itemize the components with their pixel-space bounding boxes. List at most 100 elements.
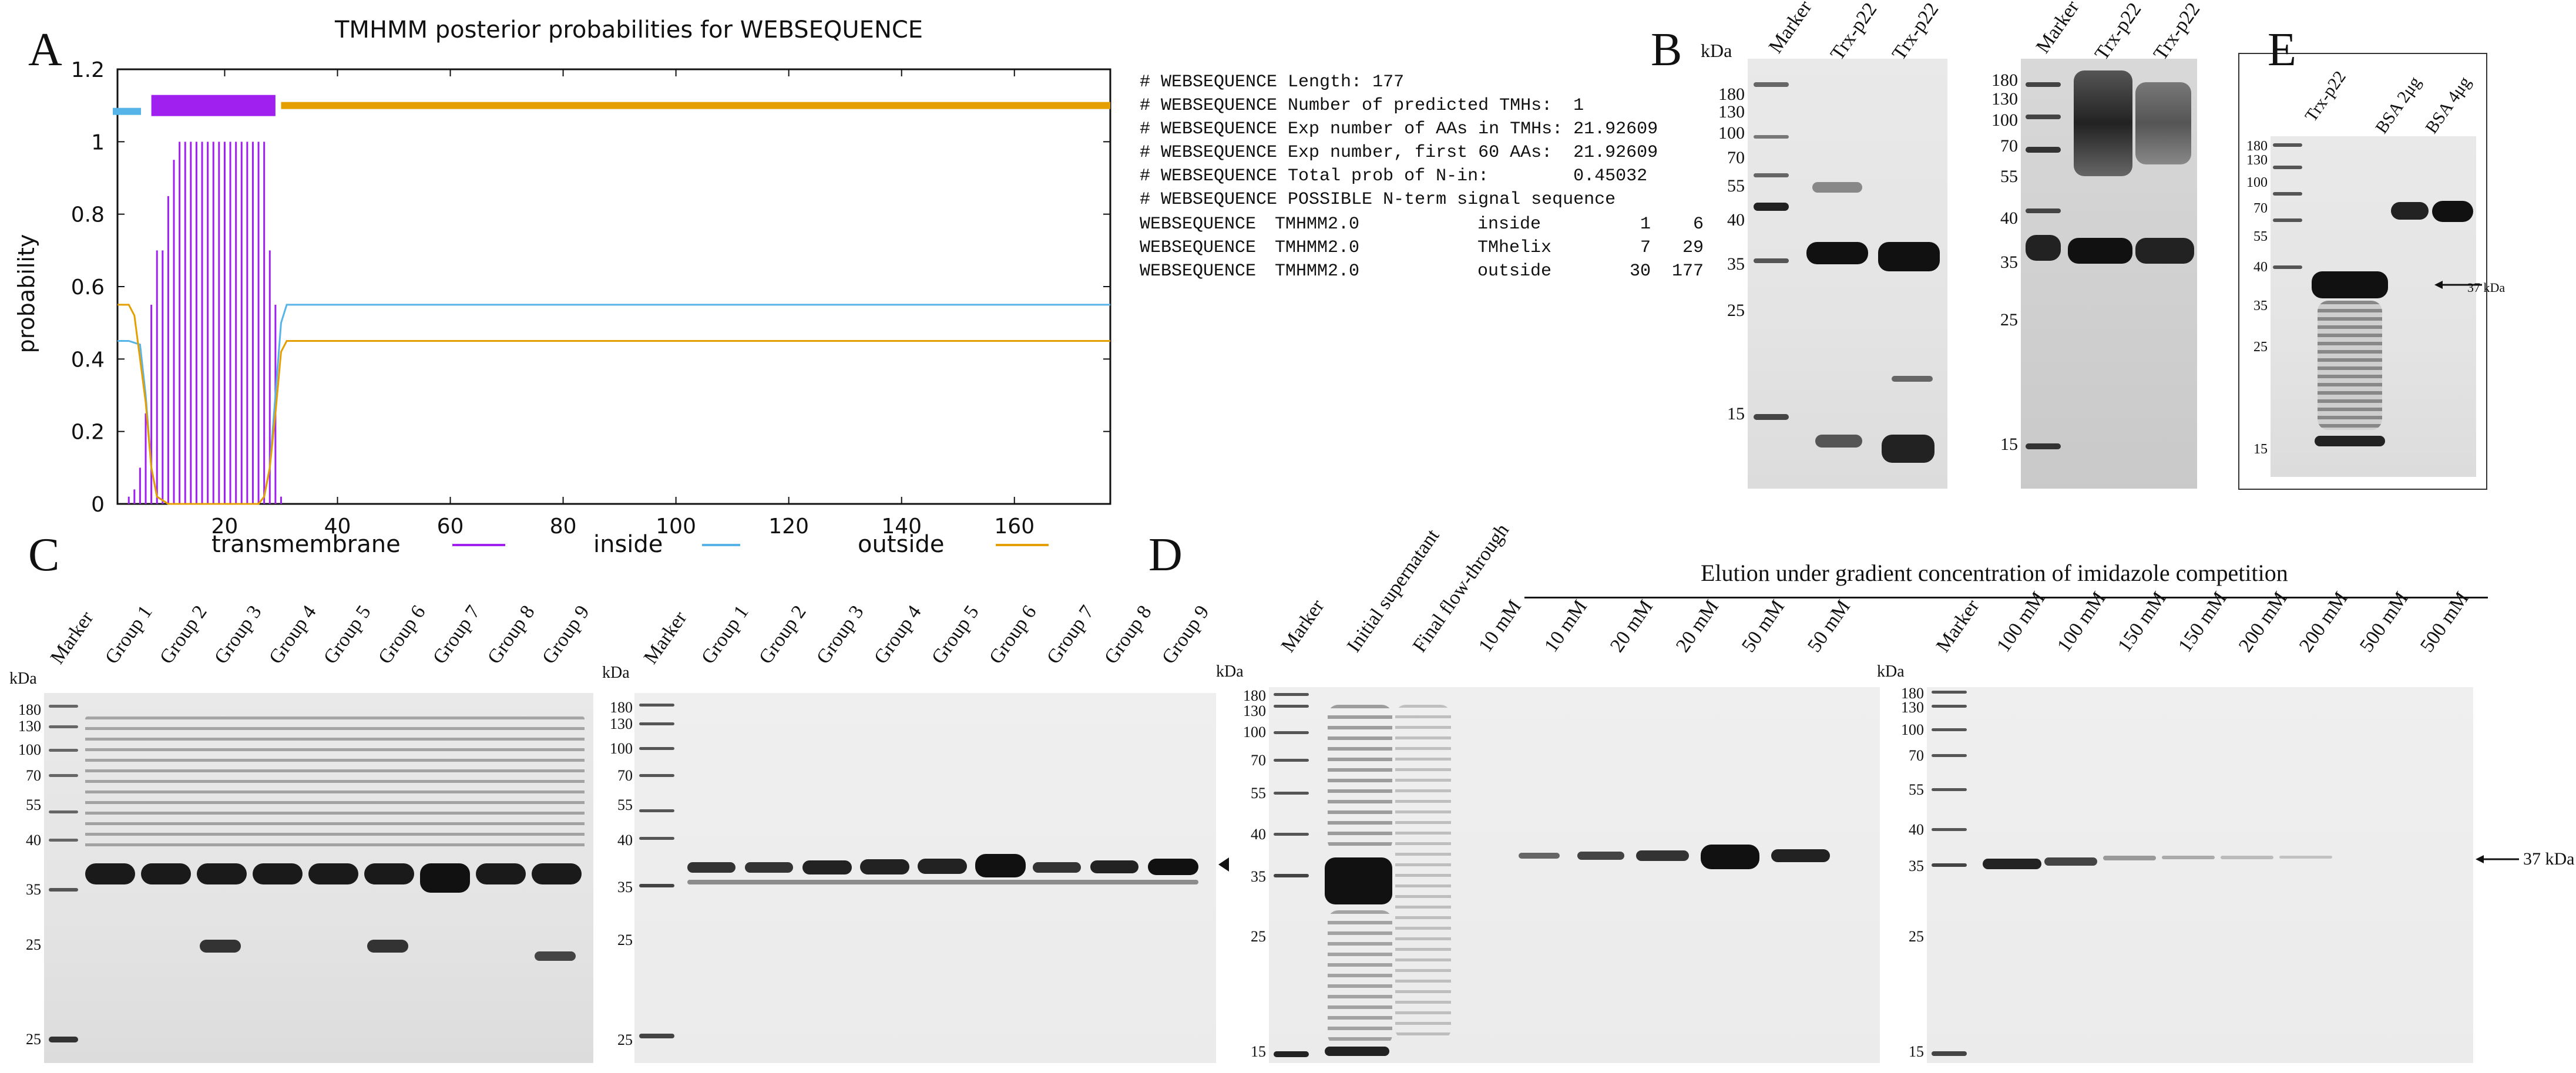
plot-frame bbox=[116, 68, 1111, 505]
mw-scale-b1: 180 130 100 70 55 40 35 25 15 bbox=[1718, 85, 1745, 423]
tmhmm-plot: 0 0.2 0.4 0.6 0.8 1 1.2 20 40 60 80 100 120 140 160 pr… bbox=[14, 58, 1111, 558]
panel-e-letter: E bbox=[2268, 24, 2296, 76]
panel-d-header-line bbox=[1524, 597, 2488, 598]
tmhmm-info-block: # WEBSEQUENCE Length: 177 # WEBSEQUENCE N… bbox=[1140, 70, 1704, 283]
panel-c-letter: C bbox=[28, 529, 60, 581]
topology-end: 6 bbox=[1692, 214, 1704, 234]
western-blot-b2 bbox=[2021, 59, 2197, 489]
panel-a-letter: A bbox=[28, 24, 62, 76]
y-axis-label: probability bbox=[14, 234, 39, 354]
mw-scale-d2: 180 130 100 70 55 40 35 25 15 bbox=[1901, 685, 1924, 1060]
c1-lane-label: Group 8 bbox=[483, 601, 539, 668]
panel-a-title: TMHMM posterior probabilities for WEBSEQ… bbox=[335, 16, 923, 43]
sds-gel-d1 bbox=[1269, 687, 1880, 1063]
c1-lane-label: Group 3 bbox=[210, 601, 266, 668]
topology-start: 7 bbox=[1640, 238, 1651, 258]
x-tick-label: 100 bbox=[656, 514, 696, 539]
d1-lane-label: 50 mM bbox=[1737, 596, 1789, 657]
c2-lane-label: Group 5 bbox=[927, 601, 983, 668]
d1-lane-label: 20 mM bbox=[1671, 596, 1724, 657]
c2-lane-label: Group 4 bbox=[869, 601, 926, 668]
topology-method: TMHMM2.0 bbox=[1275, 261, 1360, 281]
mw-scale-c2: 180 130 100 70 55 40 35 25 25 bbox=[610, 699, 633, 1048]
x-tick-label: 160 bbox=[994, 514, 1035, 539]
y-tick-label: 0.8 bbox=[71, 203, 105, 227]
topology-outside-segment bbox=[281, 102, 1110, 109]
e-arrow bbox=[2434, 281, 2482, 289]
y-tick-label: 0.4 bbox=[71, 348, 105, 372]
c2-lane-label: Group 3 bbox=[812, 601, 868, 668]
inside-line bbox=[117, 304, 1110, 505]
info-line: # WEBSEQUENCE Exp number of AAs in TMHs:… bbox=[1140, 119, 1658, 139]
topology-seq: WEBSEQUENCE bbox=[1140, 214, 1257, 234]
x-tick-label: 140 bbox=[881, 514, 922, 539]
panel-d-kda-right: kDa bbox=[1877, 662, 1905, 681]
info-line: # WEBSEQUENCE Length: 177 bbox=[1140, 72, 1405, 92]
x-tick-label: 40 bbox=[324, 514, 351, 539]
topology-row: WEBSEQUENCE TMHMM2.0 inside 1 6 bbox=[1140, 213, 1704, 236]
b1-lane-trx2: Trx-p22 bbox=[1888, 0, 1943, 65]
y-tick-label: 0.6 bbox=[71, 275, 105, 300]
mw-scale-c1: 180 130 100 70 55 40 35 25 25 bbox=[18, 701, 41, 1048]
x-tick-label: 120 bbox=[768, 514, 809, 539]
d1-lane-label: 10 mM bbox=[1540, 596, 1592, 657]
info-line: # WEBSEQUENCE POSSIBLE N-term signal seq… bbox=[1140, 190, 1616, 210]
d1-lane-label: 20 mM bbox=[1606, 596, 1658, 657]
b2-lane-trx2: Trx-p22 bbox=[2149, 0, 2205, 65]
topology-row: WEBSEQUENCE TMHMM2.0 TMhelix 7 29 bbox=[1140, 236, 1704, 260]
b2-lane-marker: Marker bbox=[2031, 0, 2084, 58]
topology-method: TMHMM2.0 bbox=[1275, 214, 1360, 234]
panel-d-letter: D bbox=[1148, 529, 1183, 581]
c2-lane-label: Group 1 bbox=[697, 601, 753, 668]
topology-end: 29 bbox=[1682, 238, 1704, 258]
d-arrow-icon bbox=[2476, 855, 2519, 863]
legend-label: outside bbox=[858, 531, 944, 558]
c1-lane-label: Group 9 bbox=[538, 601, 594, 668]
panel-d-header: Elution under gradient concentration of … bbox=[1701, 560, 2288, 586]
mw-scale-d1: 180 130 100 70 55 40 35 25 15 bbox=[1243, 687, 1266, 1060]
sds-gel-c2 bbox=[634, 693, 1216, 1063]
b1-lane-marker: Marker bbox=[1764, 0, 1816, 58]
c2-arrowhead-icon bbox=[1218, 857, 1229, 872]
topology-inside-segment bbox=[113, 107, 142, 115]
c1-lane-label: Group 4 bbox=[264, 601, 321, 668]
c2-lane-label: Marker bbox=[639, 607, 691, 668]
y-tick-label: 1 bbox=[91, 130, 105, 154]
b2-lane-trx1: Trx-p22 bbox=[2090, 0, 2146, 65]
c1-lane-label: Group 2 bbox=[155, 601, 211, 668]
legend-label: transmembrane bbox=[211, 531, 401, 558]
b1-lane-trx1: Trx-p22 bbox=[1826, 0, 1882, 65]
c2-lane-label: Group 8 bbox=[1100, 601, 1156, 668]
panel-e-frame bbox=[2238, 53, 2487, 490]
panel-d-kda-left: kDa bbox=[1216, 662, 1244, 681]
y-tick-label: 1.2 bbox=[71, 58, 105, 82]
topology-region: outside bbox=[1477, 261, 1552, 281]
topology-region: inside bbox=[1477, 214, 1541, 234]
d-arrow-label: 37 kDa bbox=[2523, 849, 2575, 869]
c2-lane-label: Group 6 bbox=[985, 601, 1041, 668]
x-tick-label: 60 bbox=[437, 514, 464, 539]
d1-lane-label: 10 mM bbox=[1474, 596, 1526, 657]
c1-lane-label: Group 7 bbox=[428, 601, 485, 668]
d1-lane-label: Marker bbox=[1277, 596, 1329, 657]
topology-start: 1 bbox=[1640, 214, 1651, 234]
info-line: # WEBSEQUENCE Number of predicted TMHs: … bbox=[1140, 96, 1584, 116]
x-tick-label: 80 bbox=[550, 514, 577, 539]
mw-scale-b2: 180 130 100 70 55 40 35 25 15 bbox=[1991, 70, 2018, 454]
panel-c2-kda: kDa bbox=[602, 664, 630, 682]
info-line: # WEBSEQUENCE Exp number, first 60 AAs: … bbox=[1140, 143, 1658, 163]
panel-b-kda: kDa bbox=[1701, 40, 1732, 61]
topology-region: TMhelix bbox=[1477, 238, 1552, 258]
x-tick-label: 20 bbox=[211, 514, 239, 539]
c1-lane-label: Group 5 bbox=[319, 601, 375, 668]
western-blot-b1 bbox=[1748, 59, 1947, 489]
y-tick-label: 0.2 bbox=[71, 421, 105, 445]
d2-lane-label: Marker bbox=[1932, 596, 1984, 657]
c2-lane-label: Group 7 bbox=[1042, 601, 1099, 668]
y-tick-label: 0 bbox=[91, 493, 105, 517]
c1-lane-label: Group 1 bbox=[100, 601, 157, 668]
panel-c-kda: kDa bbox=[9, 670, 37, 688]
c1-lane-label: Marker bbox=[46, 607, 98, 668]
outside-line bbox=[117, 304, 1110, 505]
info-line: # WEBSEQUENCE Total prob of N-in: 0.4503… bbox=[1140, 166, 1648, 186]
